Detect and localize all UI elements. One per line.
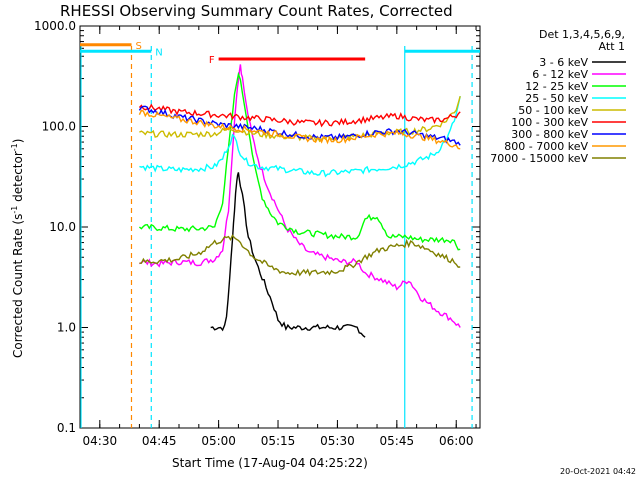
- series-line: [210, 172, 366, 338]
- series-line: [138, 103, 461, 128]
- x-tick-label: 05:15: [261, 434, 296, 448]
- y-tick-label: 1000.0: [34, 19, 76, 33]
- series-line: [139, 64, 461, 328]
- x-tick-label: 06:00: [439, 434, 474, 448]
- state-bar-label: N: [155, 47, 162, 58]
- series-line: [138, 71, 461, 251]
- y-axis-ticks: 1000.0 100.0 10.0 1.0 0.1: [34, 19, 480, 435]
- state-bar-label: F: [209, 55, 215, 66]
- y-axis-label-sup2: -1: [10, 143, 19, 151]
- legend-label: 100 - 300 keV: [511, 116, 588, 129]
- x-tick-label: 04:30: [83, 434, 118, 448]
- legend-label: 7000 - 15000 keV: [490, 152, 588, 165]
- series-line: [139, 96, 461, 178]
- vertical-markers: [80, 46, 473, 428]
- x-tick-label: 05:00: [201, 434, 236, 448]
- series-line: [138, 109, 461, 150]
- legend-label: 3 - 6 keV: [539, 56, 588, 69]
- x-axis-ticks: 04:30 04:45 05:00 05:15 05:30 05:45 06:00: [79, 26, 477, 448]
- x-tick-label: 04:45: [142, 434, 177, 448]
- series-lines: [138, 64, 461, 338]
- y-axis-label-part2: detector: [11, 151, 25, 206]
- chart-title: RHESSI Observing Summary Count Rates, Co…: [60, 2, 453, 20]
- y-axis-label-part1: Corrected Count Rate (s: [11, 214, 25, 358]
- y-tick-label: 10.0: [49, 220, 76, 234]
- legend-label: 6 - 12 keV: [532, 68, 588, 81]
- y-axis-label-sup1: -1: [10, 206, 19, 214]
- x-tick-label: 05:30: [320, 434, 355, 448]
- legend-label: 12 - 25 keV: [525, 80, 588, 93]
- y-axis-label-part3: ): [11, 139, 25, 144]
- timestamp-stamp: 20-Oct-2021 04:42: [560, 467, 636, 476]
- legend-label: 800 - 7000 keV: [504, 140, 588, 153]
- legend-label: 300 - 800 keV: [511, 128, 588, 141]
- legend-label: 50 - 100 keV: [518, 104, 588, 117]
- y-tick-label: 1.0: [57, 321, 76, 335]
- y-tick-label: 100.0: [42, 120, 76, 134]
- x-tick-label: 05:45: [380, 434, 415, 448]
- state-bar-label: S: [135, 41, 141, 52]
- x-axis-label: Start Time (17-Aug-04 04:25:22): [172, 456, 368, 470]
- y-axis-label: Corrected Count Rate (s-1 detector-1): [10, 139, 25, 358]
- legend-label: 25 - 50 keV: [525, 92, 588, 105]
- y-tick-label: 0.1: [57, 421, 76, 435]
- series-line: [139, 96, 461, 143]
- series-line: [138, 105, 461, 146]
- state-bars: S N F: [80, 41, 480, 66]
- legend-header-2: Att 1: [599, 40, 625, 53]
- legend-header-1: Det 1,3,4,5,6,9,: [539, 28, 625, 41]
- series-line: [139, 234, 461, 277]
